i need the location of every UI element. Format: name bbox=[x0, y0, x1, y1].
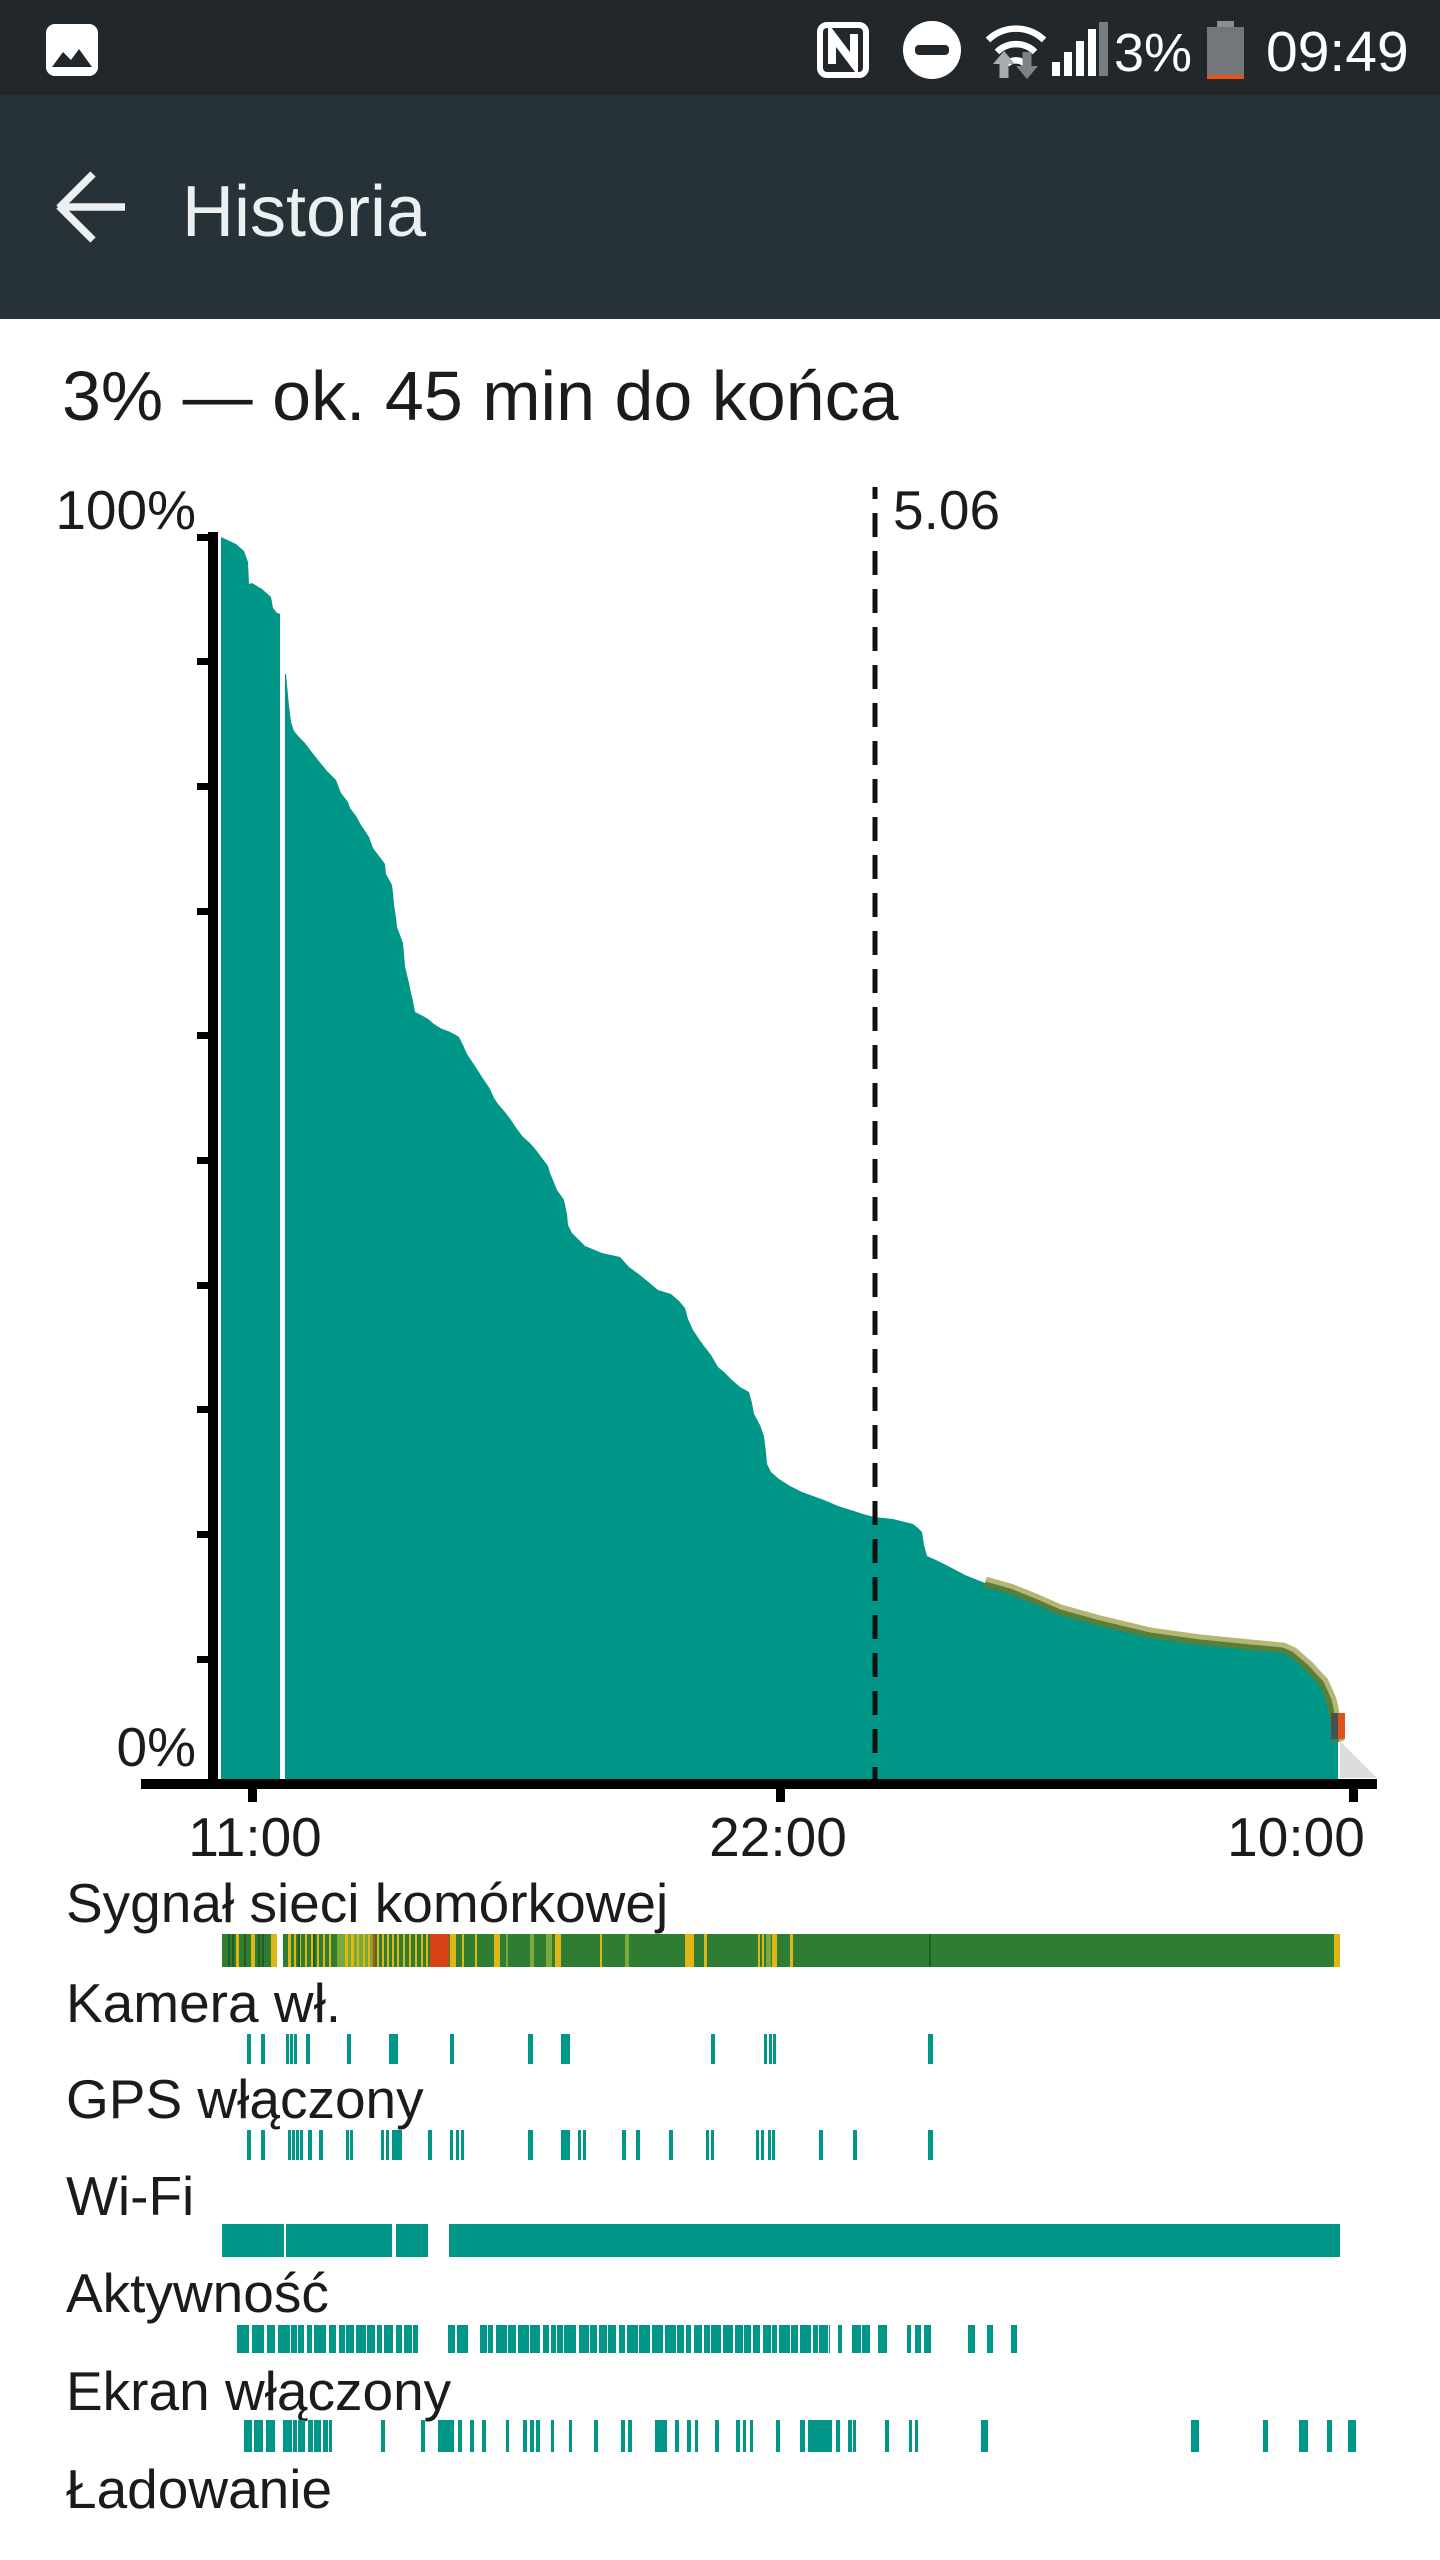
svg-text:Wi-Fi: Wi-Fi bbox=[66, 2165, 194, 2227]
svg-text:0%: 0% bbox=[117, 1716, 197, 1778]
svg-text:10:00: 10:00 bbox=[1227, 1806, 1365, 1868]
svg-text:3%: 3% bbox=[1114, 23, 1192, 83]
svg-text:22:00: 22:00 bbox=[709, 1806, 847, 1868]
svg-text:Ekran włączony: Ekran włączony bbox=[66, 2360, 452, 2422]
svg-text:09:49: 09:49 bbox=[1266, 20, 1409, 84]
svg-text:Aktywność: Aktywność bbox=[66, 2262, 329, 2324]
svg-text:11:00: 11:00 bbox=[188, 1806, 322, 1868]
svg-text:Kamera wł.: Kamera wł. bbox=[66, 1972, 341, 2034]
svg-text:Historia: Historia bbox=[182, 172, 427, 252]
svg-text:Sygnał sieci komórkowej: Sygnał sieci komórkowej bbox=[66, 1872, 668, 1934]
svg-text:Ładowanie: Ładowanie bbox=[66, 2458, 332, 2520]
svg-text:GPS włączony: GPS włączony bbox=[66, 2068, 424, 2130]
svg-text:3% — ok. 45 min do końca: 3% — ok. 45 min do końca bbox=[62, 357, 899, 435]
svg-text:100%: 100% bbox=[55, 479, 196, 541]
svg-text:5.06: 5.06 bbox=[893, 479, 1000, 541]
